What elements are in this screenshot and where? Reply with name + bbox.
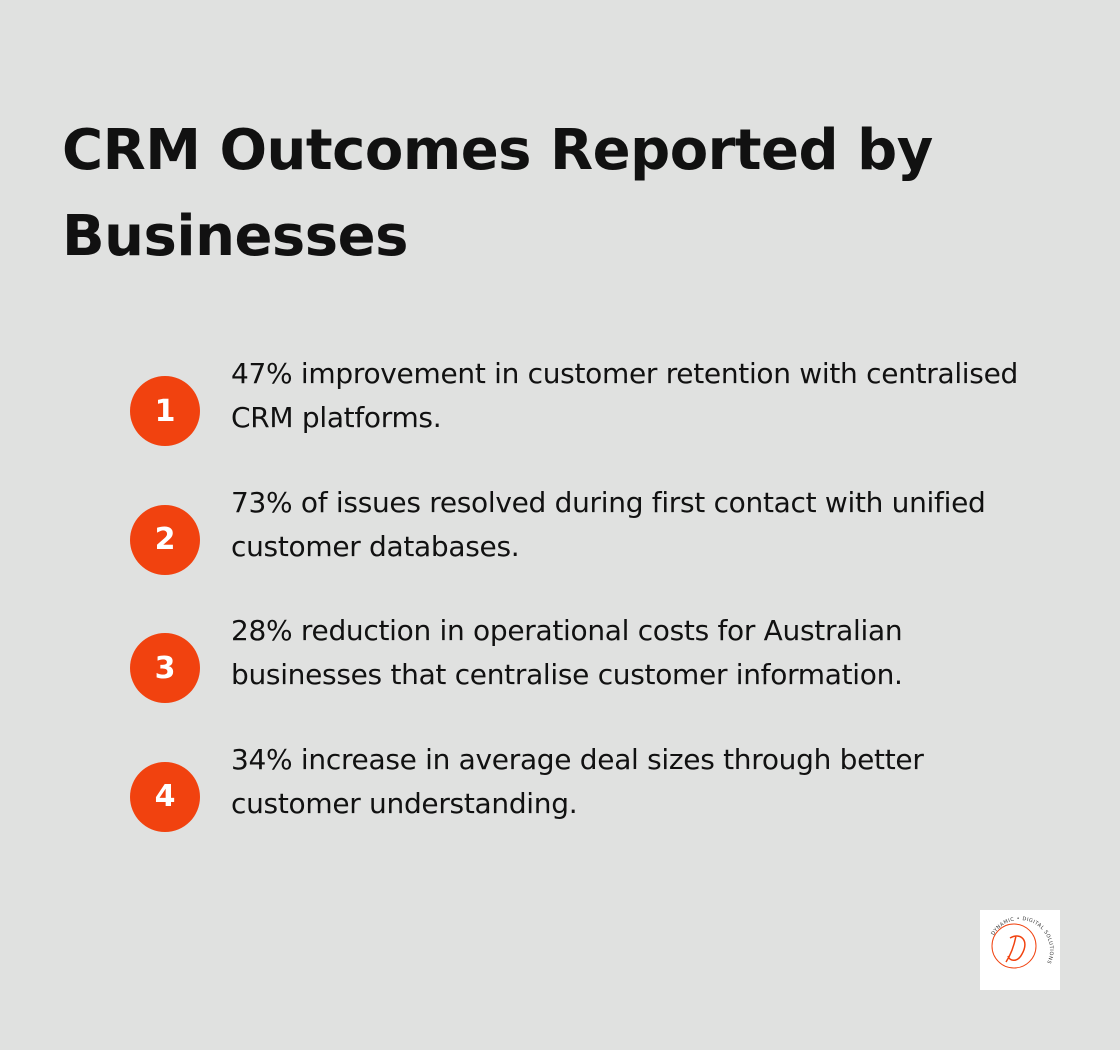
outcome-item: 1 47% improvement in customer retention w… [130, 357, 1070, 476]
outcome-item: 4 34% increase in average deal sizes thro… [130, 743, 1070, 862]
number-badge: 1 [130, 376, 200, 446]
outcome-text: 73% of issues resolved during first cont… [231, 485, 986, 563]
number-badge: 2 [130, 504, 200, 575]
outcome-item: 2 73% of issues resolved during first con… [130, 486, 1070, 605]
logo-text-path: DYNAMIC • DIGITAL SOLUTIONS [990, 916, 1053, 965]
logo: DYNAMIC • DIGITAL SOLUTIONS [980, 910, 1060, 990]
outcome-item: 3 28% reduction in operational costs for … [130, 614, 1070, 733]
logo-text: DYNAMIC • DIGITAL SOLUTIONS [990, 916, 1054, 965]
logo-circle [991, 923, 1037, 969]
logo-mark [1005, 935, 1026, 963]
outcome-text: 28% reduction in operational costs for A… [231, 614, 903, 691]
title: CRM Outcomes Reported by Businesses [62, 118, 933, 269]
number-badge: 4 [130, 761, 200, 832]
outcome-text: 47% improvement in customer retention wi… [231, 357, 1018, 434]
number-badge: 3 [130, 633, 200, 703]
outcome-text: 34% increase in average deal sizes throu… [231, 742, 924, 820]
